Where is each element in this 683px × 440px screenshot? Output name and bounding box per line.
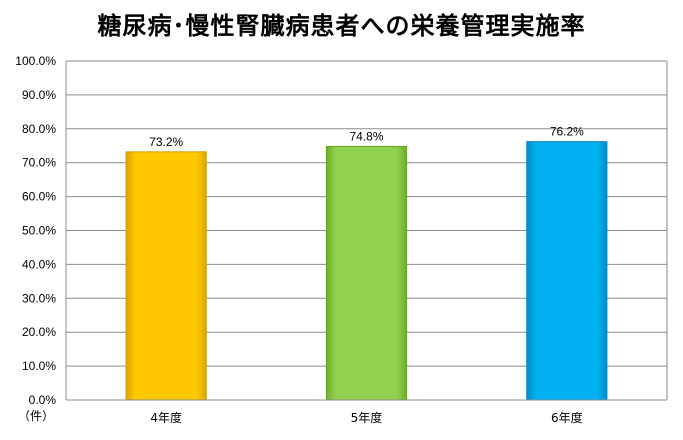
y-tick-label: 50.0% bbox=[22, 224, 56, 238]
x-category-label: 4年度 bbox=[150, 410, 182, 425]
data-label: 74.8% bbox=[349, 129, 383, 143]
y-tick-label: 80.0% bbox=[22, 122, 56, 136]
y-tick-label: 30.0% bbox=[22, 291, 56, 305]
y-tick-label: 20.0% bbox=[22, 325, 56, 339]
axes bbox=[65, 61, 668, 401]
data-label: 73.2% bbox=[149, 135, 183, 149]
y-tick-label: 100.0% bbox=[15, 54, 56, 68]
data-label: 76.2% bbox=[550, 125, 584, 139]
x-category-label: 6年度 bbox=[551, 410, 583, 425]
y-tick-label: 70.0% bbox=[22, 156, 56, 170]
y-tick-label: 40.0% bbox=[22, 257, 56, 271]
labels: 0.0% 10.0% 20.0% 30.0% 40.0% 50.0% 60.0% 70.0% 8… bbox=[15, 54, 584, 425]
y-tick-label: 60.0% bbox=[22, 190, 56, 204]
x-category-label: 5年度 bbox=[351, 410, 383, 425]
y-tick-label: 10.0% bbox=[22, 359, 56, 373]
bar-1 bbox=[125, 151, 207, 401]
unit-label: （件） bbox=[18, 409, 55, 423]
chart-title: 糖尿病･慢性腎臓病患者への栄養管理実施率 bbox=[97, 12, 586, 40]
y-tick-label: 0.0% bbox=[29, 393, 57, 407]
bar-2 bbox=[325, 145, 408, 401]
bar-3 bbox=[526, 141, 608, 401]
y-tick-label: 90.0% bbox=[22, 88, 56, 102]
bars bbox=[125, 141, 608, 401]
